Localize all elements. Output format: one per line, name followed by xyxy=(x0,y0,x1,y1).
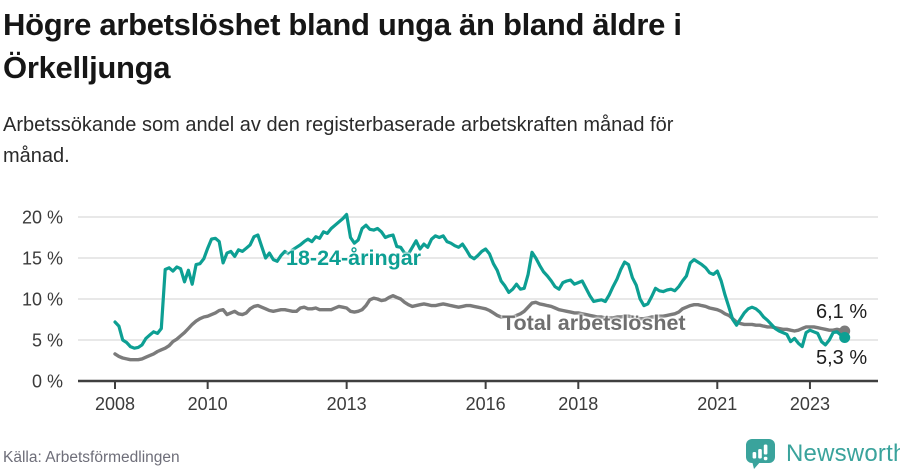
series-label-total: Total arbetslöshet xyxy=(502,311,686,335)
title-line-1: Högre arbetslöshet bland unga än bland ä… xyxy=(3,7,682,42)
series-end-dot-young xyxy=(839,332,851,343)
brand-logo: Newsworthy xyxy=(744,438,900,470)
y-tick-label: 0 % xyxy=(32,372,63,392)
gridlines xyxy=(78,216,878,341)
x-tick-label: 2008 xyxy=(95,394,135,414)
x-tick-label: 2010 xyxy=(188,394,228,414)
brand-name: Newsworthy xyxy=(786,440,900,467)
series-lines xyxy=(113,212,851,362)
title-line-2: Örkelljunga xyxy=(3,50,171,85)
x-tick-label: 2021 xyxy=(697,394,737,414)
subtitle-line-1: Arbetssökande som andel av den registerb… xyxy=(3,114,674,136)
end-value-label-total: 6,1 % xyxy=(816,301,868,323)
x-axis: 2008 2010 2013 2016 2018 2021 2023 xyxy=(78,379,878,414)
source-note: Källa: Arbetsförmedlingen xyxy=(3,449,180,466)
x-tick-label: 2023 xyxy=(790,394,830,414)
end-value-label-young: 5,3 % xyxy=(816,347,868,369)
newsworthy-icon xyxy=(746,439,775,469)
y-tick-label: 20 % xyxy=(22,208,63,228)
y-tick-label: 10 % xyxy=(22,290,63,310)
series-label-young: 18-24-åringar xyxy=(286,246,422,270)
y-axis-labels: 0 % 5 % 10 % 15 % 20 % xyxy=(22,208,63,392)
chart-subtitle: Arbetssökande som andel av den registerb… xyxy=(3,110,863,172)
series-line-young xyxy=(113,212,847,350)
x-tick-label: 2013 xyxy=(327,394,367,414)
x-tick-label: 2018 xyxy=(558,394,598,414)
series-line-total xyxy=(113,294,847,362)
page-title: Högre arbetslöshet bland unga än bland ä… xyxy=(3,3,883,89)
y-tick-label: 5 % xyxy=(32,331,63,351)
x-tick-label: 2016 xyxy=(466,394,506,414)
subtitle-line-2: månad. xyxy=(3,145,70,167)
y-tick-label: 15 % xyxy=(22,249,63,269)
